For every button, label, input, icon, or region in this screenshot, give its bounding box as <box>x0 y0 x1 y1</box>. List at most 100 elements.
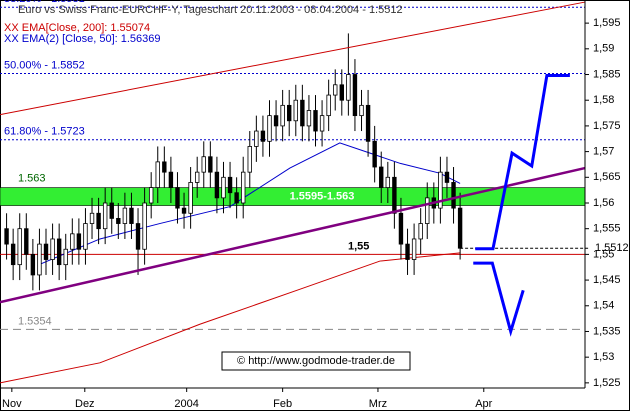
candle-body <box>116 218 121 224</box>
candle-body <box>17 228 22 266</box>
candle-body <box>425 197 430 224</box>
level-label: 1.5354 <box>18 315 52 327</box>
candle-body <box>267 115 272 142</box>
y-tick-label: 1,565 <box>593 171 621 183</box>
candle-body <box>63 248 68 266</box>
y-tick-label: 1,535 <box>593 325 621 337</box>
candle-body <box>300 99 305 127</box>
y-tick-label: 1,53 <box>593 351 614 363</box>
last-price-label: 1.5512 <box>595 242 629 254</box>
candle-body <box>201 156 206 173</box>
candle-body <box>89 212 95 224</box>
x-tick-label: Mrz <box>369 398 387 410</box>
level-label: 61.80% - 1.5723 <box>4 126 85 138</box>
trend-line <box>0 166 586 304</box>
candle-body <box>208 156 213 173</box>
candle-body <box>4 228 9 245</box>
y-tick-label: 1,585 <box>593 68 621 80</box>
candle-body <box>438 171 443 209</box>
candle-body <box>280 104 285 127</box>
candle-body <box>411 238 417 260</box>
level-label: 38.20% - 1.5981 <box>4 0 85 5</box>
candle-body <box>241 171 246 204</box>
y-tick-label: 1,56 <box>593 197 614 209</box>
candle-body <box>392 176 397 214</box>
candle-body <box>168 171 174 188</box>
y-tick-label: 1,58 <box>593 94 614 106</box>
candle-body <box>214 171 220 199</box>
y-tick-label: 1,545 <box>593 274 621 286</box>
candle-body <box>352 74 358 117</box>
candle-body <box>83 223 88 250</box>
footer-box <box>221 351 411 371</box>
ema-line <box>39 142 461 265</box>
trend-line <box>475 74 570 251</box>
y-tick-label: 1,54 <box>593 300 614 312</box>
y-tick-label: 1,555 <box>593 223 621 235</box>
candle-body <box>56 238 62 266</box>
y-tick-label: 1,57 <box>593 146 614 158</box>
candle-body <box>365 104 371 142</box>
level-label: 1,55 <box>348 240 369 252</box>
candle-body <box>135 223 141 250</box>
y-tick-label: 1,525 <box>593 377 621 389</box>
candle-body <box>398 212 404 245</box>
candle-body <box>326 94 331 117</box>
candle-body <box>194 171 200 183</box>
candle-body <box>10 243 16 266</box>
candle-body <box>30 253 36 276</box>
candle-body <box>142 202 147 250</box>
candle-body <box>273 115 279 127</box>
candle-body <box>162 161 167 173</box>
candle-body <box>359 104 364 117</box>
candle-body <box>260 130 266 142</box>
legend-entry: XX EMA(2) [Close, 50]: 1.56369 <box>4 33 161 45</box>
candle-body <box>181 207 187 214</box>
legend-entry: XX EMA[Close, 200]: 1.55074 <box>4 22 150 34</box>
trend-line <box>473 261 525 337</box>
y-tick-label: 1,575 <box>593 120 621 132</box>
x-tick-label: Dez <box>75 398 95 410</box>
candle-body <box>247 146 252 173</box>
x-tick-label: Apr <box>475 398 492 410</box>
candle-body <box>221 176 226 199</box>
candle-body <box>313 110 318 132</box>
candle-body <box>405 243 410 260</box>
candle-body <box>287 104 292 122</box>
candle-body <box>155 161 160 188</box>
zone-label: 1.5595-1.563 <box>290 190 355 202</box>
candle-body <box>372 140 377 168</box>
candle-body <box>379 166 384 188</box>
candle-body <box>339 84 344 101</box>
zone-edge-label: 1.563 <box>18 172 46 184</box>
candle-body <box>319 115 325 132</box>
candle-body <box>333 84 338 96</box>
candle-body <box>346 74 351 101</box>
candle-body <box>109 202 114 219</box>
candle-body <box>457 207 463 249</box>
candle-body <box>188 182 193 214</box>
candle-body <box>418 223 423 240</box>
candle-body <box>254 130 259 147</box>
candle-body <box>96 212 101 230</box>
y-tick-label: 1,595 <box>593 17 621 29</box>
footer: © http://www.godmode-trader.de <box>237 355 395 367</box>
candle-body <box>148 187 154 204</box>
x-tick-label: 2004 <box>174 398 198 410</box>
candle-body <box>43 243 49 260</box>
ema-line <box>0 252 461 384</box>
chart-title: Euro vs Swiss Franc-EURCHF-Y, Tageschart… <box>18 4 403 16</box>
candle-body <box>50 238 55 260</box>
x-tick-label: Feb <box>273 398 292 410</box>
candle-body <box>306 110 312 127</box>
level-label: 50.00% - 1.5852 <box>4 59 85 71</box>
candle-body <box>76 233 82 250</box>
y-tick-label: 1,59 <box>593 43 614 55</box>
candle-body <box>227 176 233 194</box>
candle-body <box>175 187 180 209</box>
candle-body <box>129 207 134 224</box>
candle-body <box>70 233 75 250</box>
candle-body <box>444 171 450 183</box>
candle-body <box>24 228 29 255</box>
